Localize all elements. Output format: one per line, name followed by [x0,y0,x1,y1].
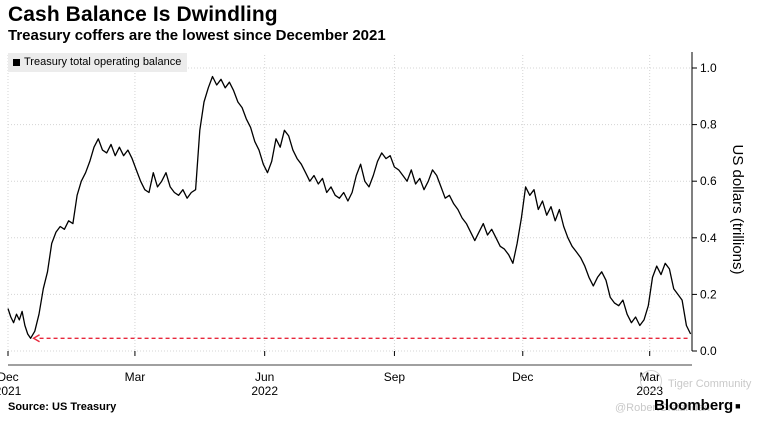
brand-logo: Bloomberg ■ [654,397,741,414]
y-tick-label: 1.0 [700,61,717,75]
x-tick-label: Mar [125,370,146,384]
y-tick-label: 0.6 [700,174,717,188]
y-tick-label: 0.2 [700,287,717,301]
chart-title: Cash Balance Is Dwindling [8,3,278,26]
watermark-handle: @RobertGraizhdan [615,402,710,414]
brand-name: Bloomberg [654,397,734,414]
x-tick-label: Sep [384,370,406,384]
gridlines [7,55,692,352]
source-note: Source: US Treasury [8,401,117,413]
watermark-logo-icon [640,370,662,392]
reference-line-group [32,334,690,343]
legend: Treasury total operating balance [8,53,188,72]
reference-arrow-icon [32,334,40,343]
axes: 0.00.20.40.60.81.0Dec2021MarJun2022SepDe… [0,52,717,398]
legend-label: Treasury total operating balance [24,56,182,68]
x-tick-year-label: 2022 [251,384,278,398]
x-tick-label: Jun [255,370,274,384]
chart-subtitle: Treasury coffers are the lowest since De… [8,27,386,44]
x-tick-label: Dec [512,370,533,384]
brand-mark-icon: ■ [735,400,741,411]
legend-swatch [13,59,20,66]
x-tick-year-label: 2021 [0,384,22,398]
series-line-treasury-balance [7,75,692,339]
y-axis-label: US dollars (trillions) [729,144,746,274]
y-tick-label: 0.0 [700,344,717,358]
series-group [7,75,692,339]
y-tick-label: 0.8 [700,118,717,132]
watermark-community: Tiger Community [668,378,752,390]
y-tick-label: 0.4 [700,231,717,245]
x-tick-label: Dec [0,370,19,384]
